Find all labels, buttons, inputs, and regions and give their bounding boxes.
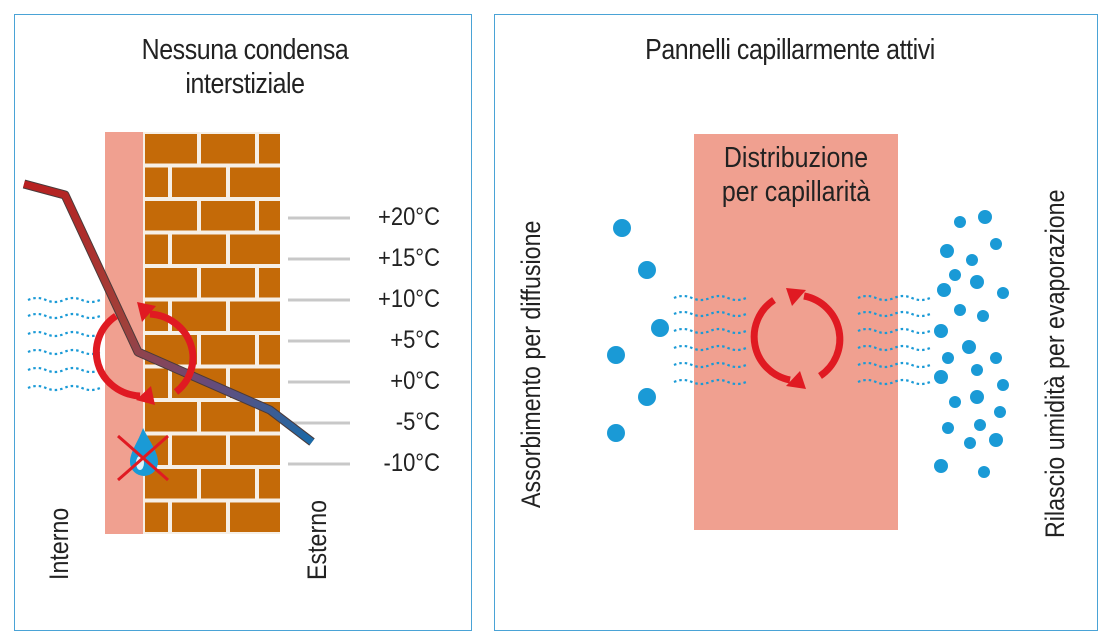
capillary-text-line1: Distribuzione (723, 142, 869, 174)
temperature-lines (288, 216, 350, 466)
temperature-curve (22, 179, 315, 446)
brick (145, 469, 197, 499)
brick (145, 502, 168, 532)
temp-label-15: +15°C (377, 244, 440, 272)
brick (230, 301, 280, 331)
cycle-arrows-right (750, 292, 844, 384)
left-title: Nessuna condensa interstiziale (86, 33, 404, 101)
brick (230, 502, 280, 532)
brick (201, 402, 255, 432)
temp-label-5: +5°C (390, 326, 440, 354)
vapor-lines-left (27, 296, 101, 392)
temp-label-minus10: -10°C (383, 449, 440, 477)
brick (259, 469, 280, 499)
brick (259, 268, 280, 298)
brick (145, 402, 197, 432)
brick (172, 234, 226, 264)
temp-label-10: +10°C (377, 285, 440, 313)
brick (145, 234, 168, 264)
brick-wall (143, 132, 280, 534)
evaporation-label: Rilascio umidità per evaporazione (1040, 189, 1070, 538)
brick (172, 502, 226, 532)
brick (201, 201, 255, 231)
brick (259, 134, 280, 164)
absorption-droplets (607, 219, 669, 442)
brick (145, 134, 197, 164)
absorption-label: Assorbimento per diffusione (516, 220, 546, 508)
temp-label-minus5: -5°C (395, 408, 440, 436)
crossed-droplet-icon (117, 428, 169, 482)
brick (145, 268, 197, 298)
right-title: Pannelli capillarmente attivi (645, 34, 935, 66)
capillary-text-line2: per capillarità (721, 176, 871, 208)
brick (259, 335, 280, 365)
brick (172, 167, 226, 197)
brick (230, 234, 280, 264)
vapor-lines-right-out (857, 294, 931, 386)
brick (145, 201, 197, 231)
brick (201, 469, 255, 499)
brick (172, 435, 226, 465)
brick (230, 435, 280, 465)
exterior-label: Esterno (302, 499, 332, 580)
evaporation-droplets (934, 210, 1009, 478)
vapor-lines-right-in (673, 294, 747, 386)
brick (230, 167, 280, 197)
brick (145, 167, 168, 197)
left-title-line1: Nessuna condensa (141, 34, 349, 66)
interior-label: Interno (44, 507, 74, 580)
cycle-arrowheads-right (786, 288, 806, 389)
temp-label-0: +0°C (390, 367, 440, 395)
left-title-line2: interstiziale (185, 68, 305, 100)
brick (259, 201, 280, 231)
brick (201, 268, 255, 298)
brick (201, 134, 255, 164)
cycle-arrowheads-left (136, 302, 156, 405)
brick (201, 335, 255, 365)
temp-label-20: +20°C (377, 203, 440, 231)
cycle-arrows-left (92, 310, 197, 400)
capillary-text: Distribuzione per capillarità (679, 141, 913, 209)
